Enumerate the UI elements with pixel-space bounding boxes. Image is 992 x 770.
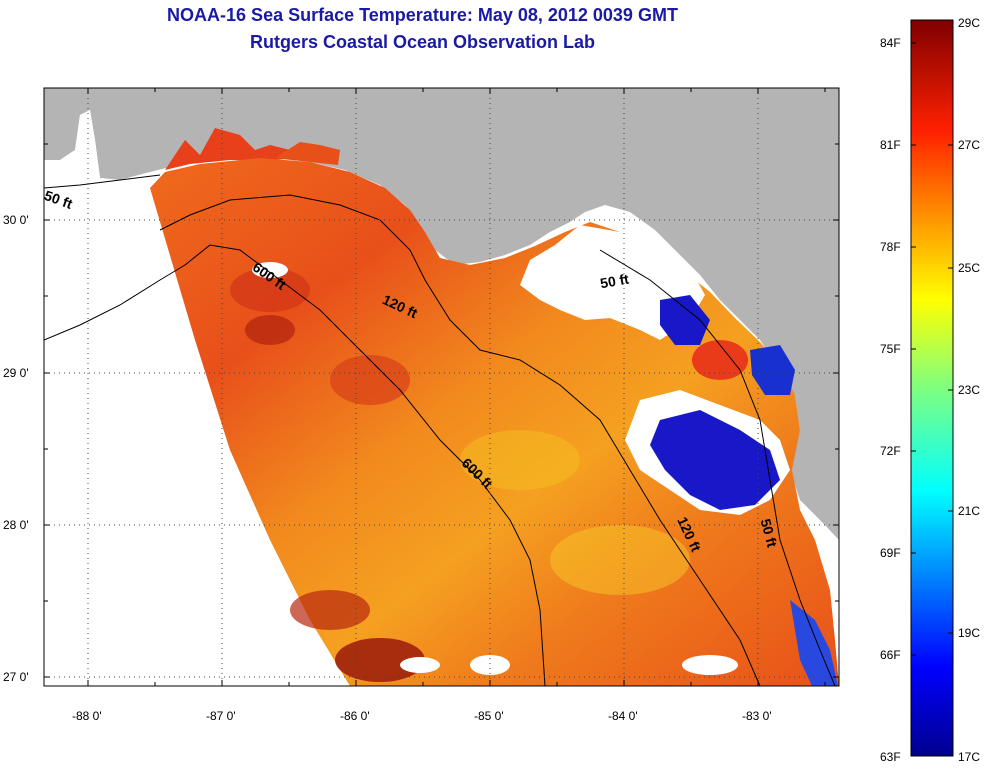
- lat-label: 27 0': [3, 670, 29, 684]
- colorbar-c-label: 27C: [958, 138, 980, 152]
- cloud-cover: [400, 657, 440, 673]
- lon-label: -85 0': [474, 709, 504, 723]
- contour-shelf-west: [44, 264, 186, 341]
- cold-artifact: [650, 410, 780, 510]
- warm-patch: [335, 638, 425, 682]
- contour-label: 50 ft: [599, 271, 630, 292]
- warm-patch: [692, 340, 748, 380]
- colorbar: [910, 19, 954, 757]
- lat-label: 30 0': [3, 213, 29, 227]
- colorbar-f-label: 84F: [880, 36, 901, 50]
- cool-patch: [550, 525, 690, 595]
- lat-label: 28 0': [3, 518, 29, 532]
- map-title: NOAA-16 Sea Surface Temperature: May 08,…: [167, 5, 678, 25]
- colorbar-c-label: 25C: [958, 261, 980, 275]
- map-subtitle: Rutgers Coastal Ocean Observation Lab: [249, 32, 596, 52]
- warm-patch: [230, 268, 310, 312]
- cloud-cover: [520, 225, 705, 340]
- colorbar-c-label: 17C: [958, 750, 980, 764]
- axis-ticks: [44, 88, 839, 686]
- contour-600ft: [184, 244, 546, 686]
- colorbar-c-label: 19C: [958, 626, 980, 640]
- contour-50ft-west: [44, 174, 161, 189]
- cloud-cover: [470, 655, 510, 675]
- colorbar-f-label: 81F: [880, 138, 901, 152]
- cold-artifact: [660, 295, 710, 345]
- colorbar-c-label: 29C: [958, 16, 980, 30]
- land-mass: [44, 88, 839, 540]
- colorbar-ticks: [911, 42, 953, 656]
- lon-label: -87 0': [206, 709, 236, 723]
- contour-120ft: [159, 194, 761, 686]
- colorbar-f-label: 78F: [880, 240, 901, 254]
- colorbar-f-label: 72F: [880, 444, 901, 458]
- cool-patch: [460, 430, 580, 490]
- warm-patch: [245, 315, 295, 345]
- colorbar-f-label: 63F: [880, 750, 901, 764]
- lat-label: 29 0': [3, 366, 29, 380]
- contour-50ft-east: [599, 249, 836, 686]
- cloud-cover: [682, 655, 738, 675]
- colorbar-f-label: 75F: [880, 342, 901, 356]
- lon-label: -84 0': [608, 709, 638, 723]
- colorbar-f-label: 66F: [880, 648, 901, 662]
- bay-water-east: [275, 142, 340, 165]
- colorbar-f-label: 69F: [880, 546, 901, 560]
- colorbar-c-label: 21C: [958, 504, 980, 518]
- lon-label: -83 0': [742, 709, 772, 723]
- warm-patch: [330, 355, 410, 405]
- plot-frame: [43, 87, 840, 687]
- colorbar-c-label: 23C: [958, 383, 980, 397]
- western-land: [44, 110, 165, 320]
- cold-artifact: [750, 345, 795, 395]
- warm-patch: [290, 590, 370, 630]
- lon-label: -86 0': [340, 709, 370, 723]
- lon-label: -88 0': [72, 709, 102, 723]
